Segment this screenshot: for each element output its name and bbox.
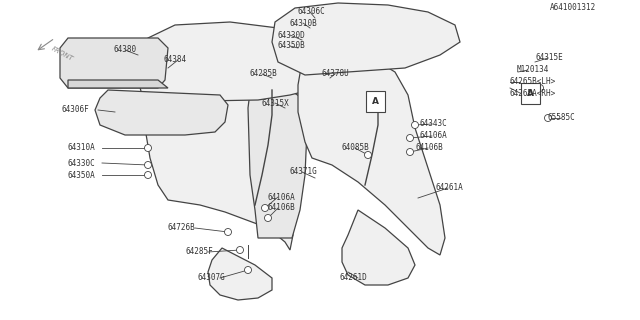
Text: A: A — [371, 97, 378, 106]
Circle shape — [225, 228, 232, 236]
Text: 64315X: 64315X — [262, 99, 290, 108]
Text: 64343C: 64343C — [420, 119, 448, 129]
Circle shape — [545, 115, 552, 122]
Text: FRONT: FRONT — [50, 46, 74, 62]
Text: 64085B: 64085B — [342, 143, 370, 153]
Polygon shape — [248, 80, 308, 238]
Text: 64307G: 64307G — [198, 274, 226, 283]
Circle shape — [145, 162, 152, 169]
Text: 64310B: 64310B — [290, 19, 317, 28]
Text: 64261D: 64261D — [340, 274, 368, 283]
Polygon shape — [68, 80, 168, 88]
Text: 64106B: 64106B — [268, 204, 296, 212]
Text: 64306C: 64306C — [298, 7, 326, 17]
Text: 64306F: 64306F — [62, 106, 90, 115]
Text: 65585C: 65585C — [548, 114, 576, 123]
Circle shape — [264, 214, 271, 221]
Text: 64106A: 64106A — [268, 193, 296, 202]
Polygon shape — [342, 210, 415, 285]
Text: 64285B: 64285B — [250, 69, 278, 78]
Polygon shape — [138, 22, 345, 102]
Text: 64310A: 64310A — [68, 143, 96, 153]
Text: 64378U: 64378U — [322, 69, 349, 78]
Text: 64330D: 64330D — [278, 30, 306, 39]
Text: 64265A<RH>: 64265A<RH> — [510, 89, 556, 98]
Polygon shape — [145, 65, 293, 250]
Circle shape — [365, 151, 371, 158]
Circle shape — [262, 204, 269, 212]
Text: M120134: M120134 — [517, 66, 549, 75]
Text: 64726B: 64726B — [168, 223, 196, 233]
Text: 64350A: 64350A — [68, 171, 96, 180]
Text: 64106A: 64106A — [420, 132, 448, 140]
Circle shape — [244, 267, 252, 274]
Text: A641001312: A641001312 — [550, 4, 596, 12]
Circle shape — [145, 145, 152, 151]
Circle shape — [145, 172, 152, 179]
Text: 64265B<LH>: 64265B<LH> — [510, 77, 556, 86]
Text: A: A — [527, 89, 534, 98]
Text: 64384: 64384 — [163, 55, 186, 65]
Text: 64106B: 64106B — [415, 143, 443, 153]
Polygon shape — [60, 38, 168, 88]
Text: 64315E: 64315E — [535, 53, 563, 62]
Polygon shape — [298, 50, 445, 255]
Polygon shape — [208, 248, 272, 300]
Text: 64350B: 64350B — [278, 42, 306, 51]
Text: 64371G: 64371G — [290, 167, 317, 177]
Circle shape — [237, 246, 243, 253]
Circle shape — [412, 122, 419, 129]
Polygon shape — [95, 90, 228, 135]
Text: 64380: 64380 — [113, 45, 136, 54]
Text: 64330C: 64330C — [68, 158, 96, 167]
Circle shape — [406, 148, 413, 156]
Text: 64261A: 64261A — [435, 183, 463, 193]
FancyBboxPatch shape — [520, 83, 540, 103]
Circle shape — [536, 84, 543, 92]
Polygon shape — [272, 3, 460, 75]
Text: 64285F: 64285F — [185, 247, 212, 257]
FancyBboxPatch shape — [365, 91, 385, 111]
Circle shape — [406, 134, 413, 141]
